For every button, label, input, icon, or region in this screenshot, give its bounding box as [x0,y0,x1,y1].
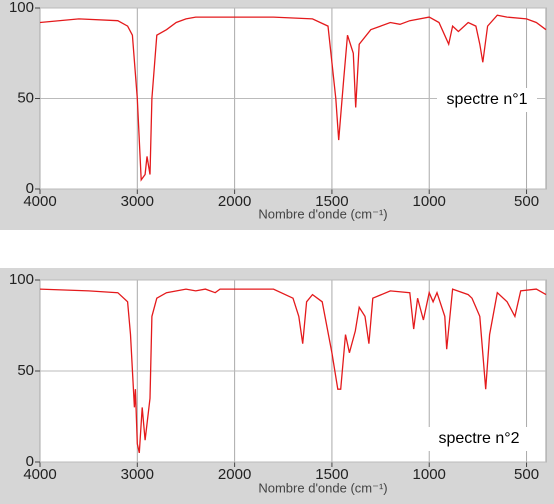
y-tick-label: 0 [26,453,34,470]
x-tick-label: 3000 [121,193,154,210]
y-tick-label: 0 [26,180,34,197]
x-axis-label: Nombre d'onde (cm⁻¹) [258,480,387,495]
chart: 4000 3000 2000 1500 1000 500 0 50 100 Nombre d'on… [9,0,547,221]
x-tick-label: 4000 [23,193,56,210]
annotation-box [427,427,531,451]
annotation-box [437,88,537,112]
annotation: spectre n°2 [438,430,519,447]
spectrum-line [39,14,547,182]
x-tick-label: 1000 [413,466,446,483]
chart: 4000 3000 2000 1500 1000 500 0 50 100 Nombre d'on… [9,271,547,495]
x-tick-label: 500 [514,466,539,483]
y-tick-label: 50 [17,362,34,379]
x-tick-label: 2000 [218,193,251,210]
x-tick-label: 2000 [218,466,251,483]
x-tick-label: 500 [514,193,539,210]
y-tick-label: 100 [9,0,34,16]
x-tick-label: 4000 [23,466,56,483]
annotation: spectre n°1 [446,91,527,108]
y-tick-label: 50 [17,89,34,106]
x-tick-label: 3000 [121,466,154,483]
x-axis-label: Nombre d'onde (cm⁻¹) [258,206,387,221]
x-tick-label: 1500 [315,466,348,483]
x-tick-label: 1500 [315,193,348,210]
x-tick-label: 1000 [413,193,446,210]
spectrum-line [39,288,547,454]
y-tick-label: 100 [9,271,34,288]
